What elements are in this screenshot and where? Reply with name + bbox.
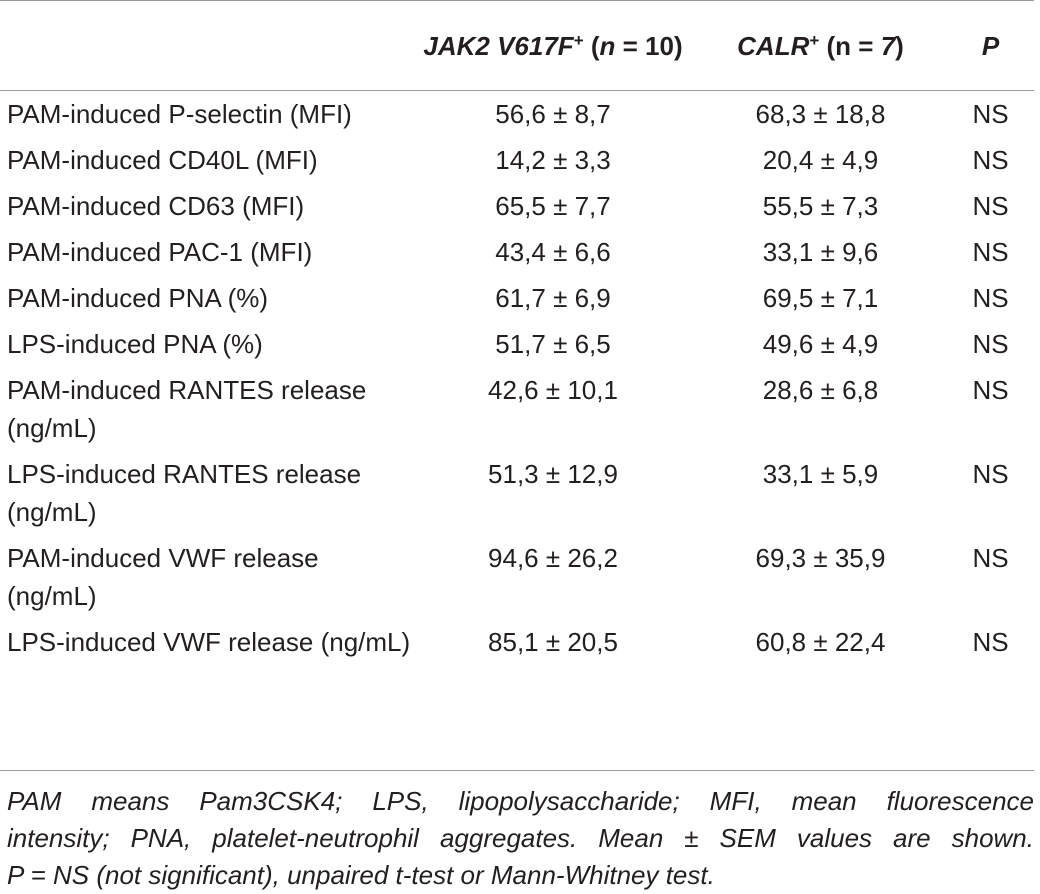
cell-parameter: PAM-induced VWF release (ng/mL) [7, 543, 319, 611]
header-calr-n-val: 7 [880, 30, 896, 61]
header-parameter [0, 0, 412, 91]
footnote-line-2: intensity; PNA, platelet-neutrophil aggr… [7, 823, 1034, 853]
header-jak2: JAK2 V617F+ (n = 10) [412, 0, 694, 91]
cell-calr-value: 20,4 ± 4,9 [762, 145, 879, 175]
cell-jak2-value: 14,2 ± 3,3 [495, 145, 611, 175]
table-row: PAM-induced VWF release (ng/mL) 94,6 ± 26… [0, 535, 1034, 619]
header-calr-name: CALR [737, 30, 810, 61]
cell-calr-value: 69,5 ± 7,1 [762, 283, 879, 313]
cell-jak2-value: 94,6 ± 26,2 [488, 543, 618, 573]
cell-p-value: NS [972, 459, 1009, 489]
cell-calr-value: 33,1 ± 9,6 [762, 237, 879, 267]
cell-calr-value: 60,8 ± 22,4 [755, 627, 886, 657]
header-jak2-n-var: n [599, 30, 616, 61]
table-row: LPS-induced PNA (%) 51,7 ± 6,5 49,6 ± 4,9 N… [0, 321, 1034, 367]
cell-parameter: PAM-induced PNA (%) [7, 283, 269, 313]
cell-jak2-value: 56,6 ± 8,7 [495, 99, 611, 129]
cell-p-value: NS [972, 145, 1009, 175]
cell-calr-value: 55,5 ± 7,3 [762, 191, 879, 221]
header-jak2-name: JAK2 V617F [423, 30, 574, 61]
table-header: JAK2 V617F+ (n = 10) CALR+ (n = 7) P [0, 0, 1034, 91]
table-footnote: PAM means Pam3CSK4; LPS, lipopolysacchar… [0, 770, 1034, 894]
cell-p-value: NS [972, 627, 1009, 657]
cell-jak2-value: 85,1 ± 20,5 [488, 627, 618, 657]
cell-p-value: NS [972, 375, 1009, 405]
footnote-line-1: PAM means Pam3CSK4; LPS, lipopolysacchar… [7, 786, 1034, 816]
header-jak2-n-open: ( [583, 30, 600, 61]
table-row: PAM-induced PNA (%) 61,7 ± 6,9 69,5 ± 7,1 N… [0, 275, 1034, 321]
header-jak2-n-rest: = 10) [615, 30, 683, 61]
cell-parameter: PAM-induced RANTES release (ng/mL) [7, 375, 367, 443]
table-row: PAM-induced CD40L (MFI) 14,2 ± 3,3 20,4 ± … [0, 137, 1034, 183]
cell-p-value: NS [972, 283, 1009, 313]
cell-p-value: NS [972, 191, 1009, 221]
table-row: LPS-induced RANTES release (ng/mL) 51,3 ±… [0, 451, 1034, 535]
cell-calr-value: 68,3 ± 18,8 [755, 99, 886, 129]
cell-parameter: LPS-induced VWF release (ng/mL) [7, 627, 411, 657]
cell-jak2-value: 61,7 ± 6,9 [495, 283, 611, 313]
cell-p-value: NS [972, 329, 1009, 359]
cell-parameter: PAM-induced PAC-1 (MFI) [7, 237, 313, 267]
cell-jak2-value: 51,7 ± 6,5 [495, 329, 611, 359]
header-calr-close: ) [895, 30, 904, 61]
cell-parameter: PAM-induced P-selectin (MFI) [7, 99, 352, 129]
comparison-table: JAK2 V617F+ (n = 10) CALR+ (n = 7) P PAM… [0, 0, 1034, 666]
header-jak2-sup: + [573, 30, 584, 50]
table-row: PAM-induced PAC-1 (MFI) 43,4 ± 6,6 33,1 ± … [0, 229, 1034, 275]
header-calr-n: (n = [819, 30, 881, 61]
table-body: PAM-induced P-selectin (MFI) 56,6 ± 8,7 68… [0, 91, 1034, 666]
header-calr-sup: + [809, 30, 820, 50]
table-row: PAM-induced P-selectin (MFI) 56,6 ± 8,7 68… [0, 91, 1034, 138]
cell-jak2-value: 43,4 ± 6,6 [495, 237, 611, 267]
cell-parameter: PAM-induced CD63 (MFI) [7, 191, 305, 221]
header-calr: CALR+ (n = 7) [694, 0, 947, 91]
cell-parameter: LPS-induced PNA (%) [7, 329, 263, 359]
cell-p-value: NS [972, 99, 1009, 129]
cell-parameter: LPS-induced RANTES release (ng/mL) [7, 459, 362, 527]
cell-jak2-value: 51,3 ± 12,9 [488, 459, 618, 489]
table-row: PAM-induced RANTES release (ng/mL) 42,6 ±… [0, 367, 1034, 451]
header-row: JAK2 V617F+ (n = 10) CALR+ (n = 7) P [0, 0, 1034, 91]
cell-parameter: PAM-induced CD40L (MFI) [7, 145, 318, 175]
cell-p-value: NS [972, 543, 1009, 573]
footnote-line-3: P = NS (not significant), unpaired t-tes… [7, 860, 715, 890]
cell-calr-value: 33,1 ± 5,9 [762, 459, 879, 489]
table-row: PAM-induced CD63 (MFI) 65,5 ± 7,7 55,5 ± 7… [0, 183, 1034, 229]
cell-calr-value: 69,3 ± 35,9 [755, 543, 886, 573]
table-row: LPS-induced VWF release (ng/mL) 85,1 ± 20… [0, 619, 1034, 665]
cell-jak2-value: 42,6 ± 10,1 [488, 375, 618, 405]
cell-jak2-value: 65,5 ± 7,7 [495, 191, 611, 221]
cell-calr-value: 49,6 ± 4,9 [762, 329, 879, 359]
cell-calr-value: 28,6 ± 6,8 [762, 375, 879, 405]
header-p: P [947, 0, 1034, 91]
cell-p-value: NS [972, 237, 1009, 267]
